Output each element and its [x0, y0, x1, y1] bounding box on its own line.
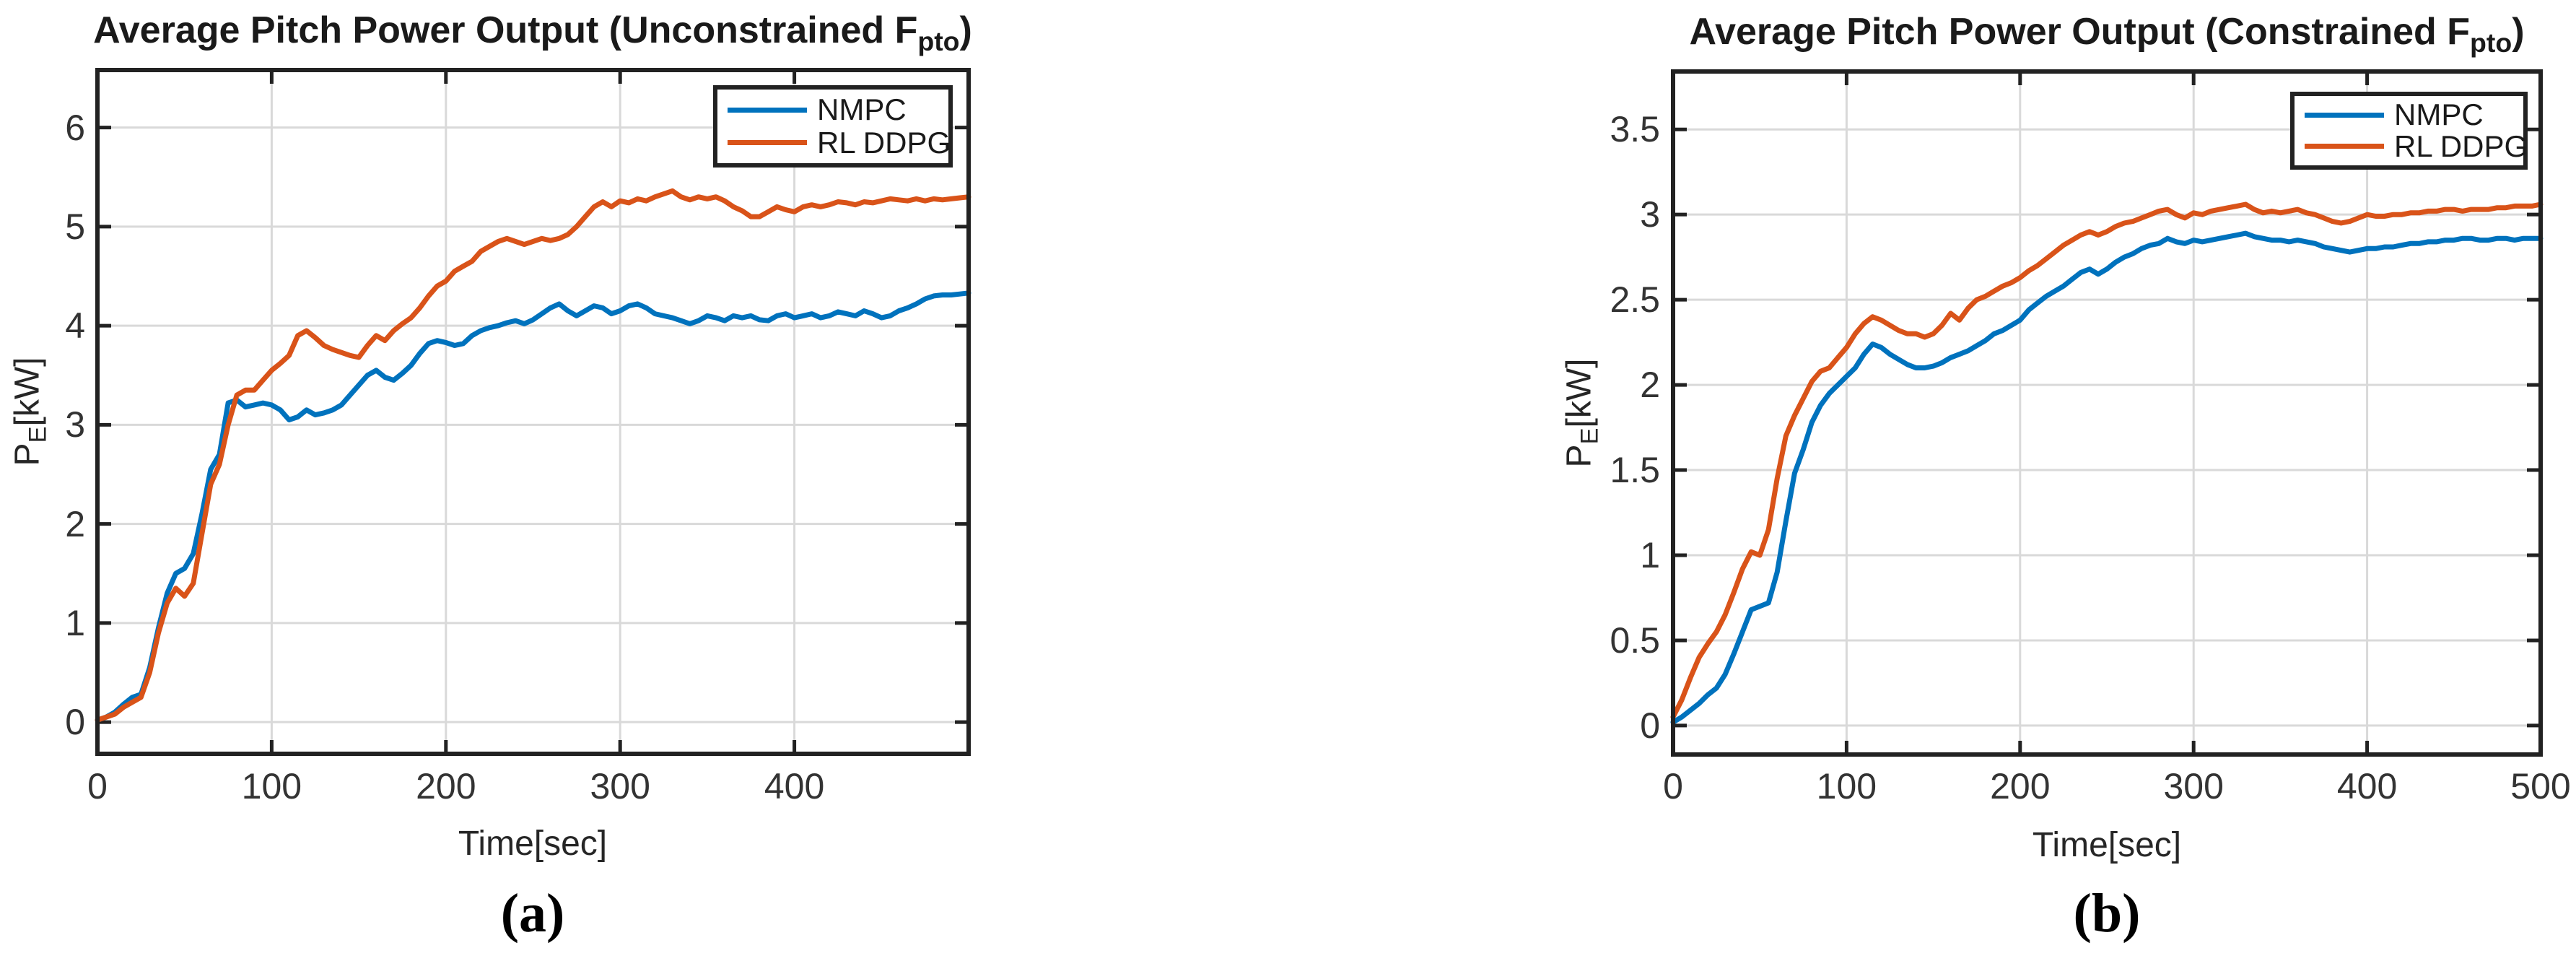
chart-a-title: Average Pitch Power Output (Unconstraine…: [93, 9, 972, 56]
y-tick-label: 3: [65, 404, 85, 445]
chart-a-y-axis-label: PE[kW]: [8, 357, 52, 466]
y-tick-label: 1: [1640, 534, 1660, 575]
y-tick-label: 3.5: [1610, 109, 1660, 150]
series-line-rl-ddpg: [95, 188, 972, 723]
y-tick-label: 1: [65, 602, 85, 643]
chart-b-ylabel-subscript: E: [1576, 427, 1604, 445]
x-tick-label: 0: [87, 766, 108, 806]
chart-a-legend-item-nmpc: NMPC: [728, 95, 941, 125]
y-tick-label: 2: [65, 503, 85, 544]
plot-area: [97, 70, 969, 754]
y-tick-label: 0.5: [1610, 619, 1660, 661]
rl-ddpg-line-swatch: [728, 140, 807, 146]
y-tick-label: 3: [1640, 194, 1660, 235]
x-tick-label: 100: [241, 766, 302, 806]
y-tick-label: 6: [65, 107, 85, 148]
series-line-rl-ddpg: [1670, 201, 2544, 720]
nmpc-legend-label: NMPC: [817, 92, 907, 127]
x-tick-label: 300: [590, 766, 650, 806]
rl-ddpg-legend-label: RL DDPG: [2394, 129, 2528, 163]
nmpc-line-swatch: [2305, 112, 2384, 118]
chart-b-ylabel-end: [kW]: [1560, 358, 1599, 428]
chart-b-legend-item-rl-ddpg: RL DDPG: [2305, 131, 2528, 162]
nmpc-legend-label: NMPC: [2394, 97, 2484, 132]
chart-a-title-end: ): [959, 9, 972, 51]
x-tick-label: 400: [2336, 766, 2398, 806]
rl-ddpg-line-swatch: [2305, 144, 2384, 149]
y-tick-label: 0: [1640, 705, 1660, 746]
chart-a-ylabel-end: [kW]: [8, 357, 47, 427]
series-line-nmpc: [95, 290, 972, 723]
y-tick-label: 2: [1640, 365, 1660, 406]
axes-box: [95, 68, 971, 756]
y-tick-label: 5: [65, 206, 85, 247]
chart-a-legend-item-rl-ddpg: RL DDPG: [728, 127, 951, 158]
x-tick-label: 0: [1663, 766, 1683, 806]
chart-a-title-subscript: pto: [917, 26, 960, 57]
nmpc-line-swatch: [728, 107, 807, 113]
y-tick-label: 4: [65, 305, 85, 347]
chart-a-title-main: Average Pitch Power Output (Unconstraine…: [93, 9, 918, 51]
chart-a-x-axis-label: Time[sec]: [458, 825, 608, 863]
chart-b-title: Average Pitch Power Output (Constrained …: [1689, 10, 2525, 58]
chart-b-title-subscript: pto: [2470, 27, 2512, 58]
chart-b-y-axis-label: PE[kW]: [1560, 358, 1604, 468]
chart-b-legend: NMPC RL DDPG: [2290, 92, 2528, 170]
x-tick-label: 200: [1990, 766, 2051, 806]
y-tick-label: 1.5: [1610, 450, 1660, 491]
y-tick-label: 2.5: [1610, 279, 1660, 321]
x-tick-label: 300: [2163, 766, 2224, 806]
series-line-nmpc: [1670, 230, 2544, 725]
chart-b-x-axis-label: Time[sec]: [2032, 826, 2182, 864]
x-tick-label: 400: [764, 766, 825, 806]
x-tick-label: 100: [1816, 766, 1877, 806]
y-tick-label: 0: [65, 702, 85, 743]
chart-a-ylabel-subscript: E: [24, 426, 52, 443]
axes-box: [1671, 69, 2543, 757]
chart-a-ylabel-main: P: [8, 443, 47, 466]
caption-a: (a): [500, 883, 565, 944]
x-tick-label: 200: [416, 766, 476, 806]
plot-area: [1673, 71, 2541, 755]
chart-b-legend-item-nmpc: NMPC: [2305, 100, 2516, 130]
chart-b-title-main: Average Pitch Power Output (Constrained …: [1689, 11, 2471, 53]
chart-a-legend: NMPC RL DDPG: [713, 85, 953, 168]
chart-b-ylabel-main: P: [1560, 444, 1599, 468]
rl-ddpg-legend-label: RL DDPG: [817, 125, 951, 160]
x-tick-label: 500: [2510, 766, 2571, 806]
caption-b: (b): [2073, 883, 2141, 944]
chart-b-title-end: ): [2512, 11, 2525, 53]
